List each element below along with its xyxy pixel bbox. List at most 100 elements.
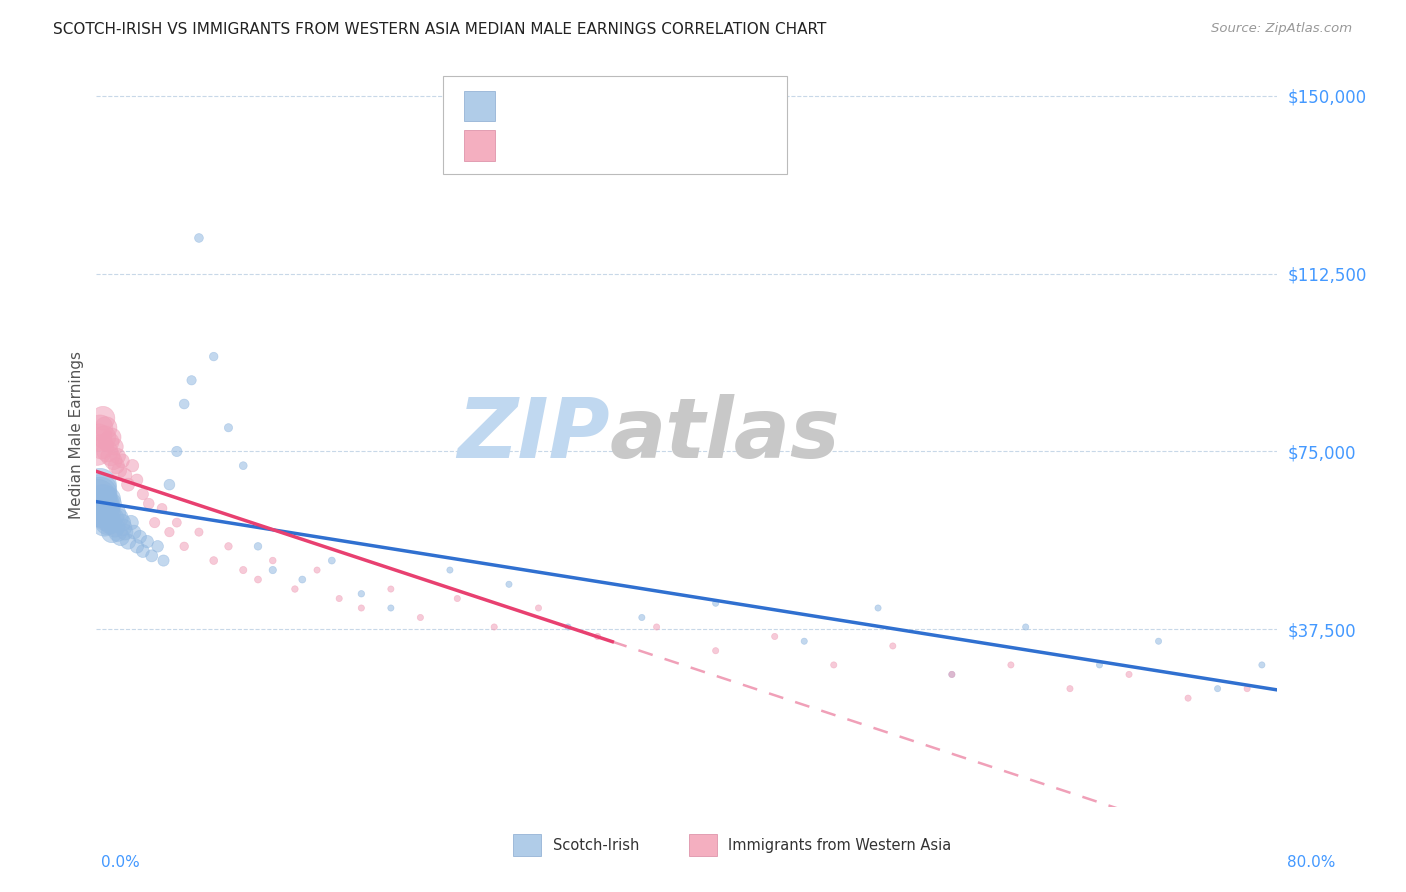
Point xyxy=(108,463,131,477)
Point xyxy=(586,630,609,644)
Point xyxy=(380,582,402,596)
Point xyxy=(152,553,174,567)
Point xyxy=(97,506,120,520)
Point xyxy=(247,573,270,587)
Text: N =: N = xyxy=(640,138,673,153)
Point xyxy=(1236,681,1258,696)
Point xyxy=(284,582,307,596)
Point xyxy=(117,534,139,549)
Point xyxy=(1059,681,1081,696)
Point xyxy=(328,591,350,606)
Point xyxy=(1015,620,1038,634)
Point xyxy=(136,534,159,549)
Point xyxy=(1354,714,1376,729)
Point xyxy=(96,516,118,530)
Point xyxy=(307,563,329,577)
Point xyxy=(1206,681,1229,696)
Point xyxy=(232,563,254,577)
Point xyxy=(94,511,117,525)
Point xyxy=(173,397,195,411)
Text: -0.525: -0.525 xyxy=(548,138,598,153)
Point xyxy=(380,601,402,615)
Point xyxy=(631,610,654,624)
Point xyxy=(1088,657,1111,672)
Point xyxy=(90,483,112,497)
Point xyxy=(98,497,122,511)
Point xyxy=(868,601,890,615)
Point xyxy=(111,516,134,530)
Point xyxy=(232,458,254,473)
Point xyxy=(91,491,114,506)
Point xyxy=(763,630,786,644)
Point xyxy=(86,491,108,506)
Point xyxy=(132,487,155,501)
Point xyxy=(498,577,520,591)
Point xyxy=(350,587,373,601)
Point xyxy=(173,539,195,553)
Point xyxy=(132,544,155,558)
Point xyxy=(93,516,115,530)
Point xyxy=(202,350,225,364)
Point xyxy=(98,516,122,530)
Text: Source: ZipAtlas.com: Source: ZipAtlas.com xyxy=(1212,22,1353,36)
Point xyxy=(89,477,111,491)
Point xyxy=(188,231,211,245)
Point xyxy=(101,430,124,444)
Point xyxy=(110,530,132,544)
Point xyxy=(1118,667,1140,681)
Text: 0.0%: 0.0% xyxy=(101,855,141,870)
Point xyxy=(97,434,120,449)
Point xyxy=(159,525,180,540)
Point xyxy=(89,421,111,435)
Point xyxy=(202,553,225,567)
Point xyxy=(166,516,188,530)
Point xyxy=(941,667,963,681)
Point xyxy=(941,667,963,681)
Point xyxy=(98,449,122,463)
Point xyxy=(291,573,314,587)
Point xyxy=(103,454,125,468)
Point xyxy=(188,525,211,540)
Point xyxy=(122,525,145,540)
Point xyxy=(104,440,127,454)
Point xyxy=(262,553,284,567)
Point xyxy=(446,591,468,606)
Point xyxy=(114,525,136,540)
Point xyxy=(484,620,506,634)
Point xyxy=(1251,657,1274,672)
Point xyxy=(146,539,169,553)
Point xyxy=(105,506,128,520)
Point xyxy=(87,430,110,444)
Text: -0.290: -0.290 xyxy=(548,99,598,113)
Text: Immigrants from Western Asia: Immigrants from Western Asia xyxy=(728,838,952,853)
Point xyxy=(108,511,131,525)
Point xyxy=(86,444,108,458)
Point xyxy=(97,491,120,506)
Point xyxy=(180,373,202,387)
Point xyxy=(247,539,270,553)
Point xyxy=(107,449,129,463)
Point xyxy=(125,473,148,487)
Point xyxy=(112,520,135,534)
Text: atlas: atlas xyxy=(609,394,839,475)
Point xyxy=(150,501,173,516)
Point xyxy=(218,421,240,435)
Point xyxy=(141,549,163,563)
Point xyxy=(96,444,118,458)
Point xyxy=(1177,691,1199,706)
Point xyxy=(409,610,432,624)
Point xyxy=(218,539,240,553)
Point xyxy=(1147,634,1170,648)
Point xyxy=(101,525,124,540)
Point xyxy=(117,477,139,491)
Point xyxy=(103,511,125,525)
Point xyxy=(121,458,143,473)
Point xyxy=(120,516,142,530)
Point xyxy=(527,601,550,615)
Point xyxy=(91,411,114,425)
Text: 80.0%: 80.0% xyxy=(1288,855,1336,870)
Point xyxy=(94,497,117,511)
Text: R =: R = xyxy=(506,99,540,113)
Text: 65: 65 xyxy=(683,99,703,113)
Point xyxy=(882,639,904,653)
